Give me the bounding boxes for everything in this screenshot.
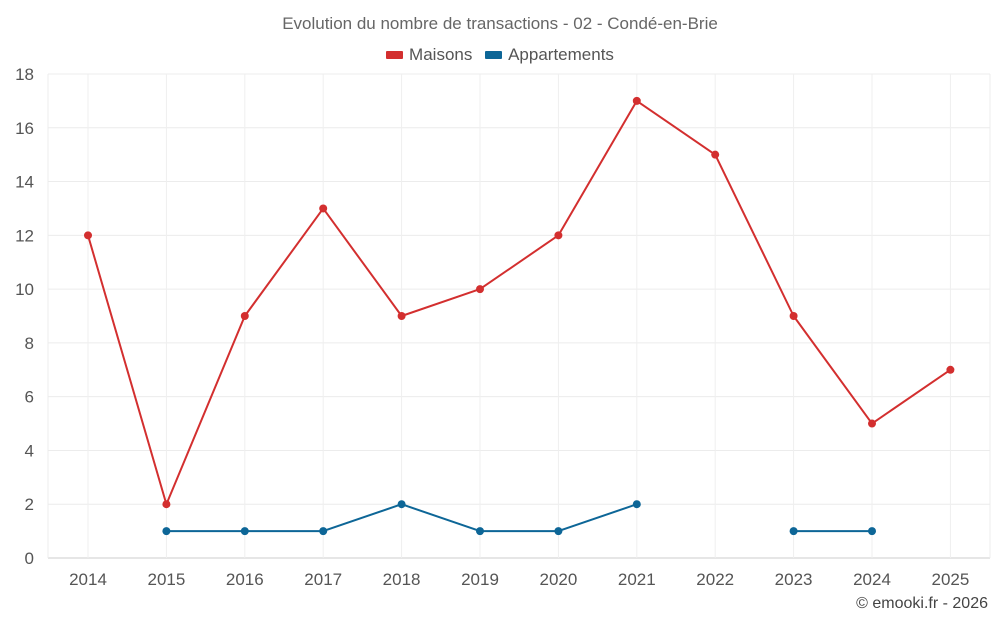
data-point-maisons-2018 [397, 312, 406, 320]
data-point-maisons-2014 [84, 231, 92, 240]
x-tick-label-2023: 2023 [775, 570, 813, 589]
data-point-appartements-2024 [868, 527, 876, 536]
legend-label-appartements: Appartements [508, 45, 614, 64]
data-point-maisons-2015 [162, 500, 171, 509]
legend-item-appartements[interactable]: Appartements [485, 45, 614, 65]
series-line-maisons-0 [87, 99, 951, 506]
data-point-appartements-2020 [554, 527, 563, 536]
y-tick-label-6: 6 [25, 388, 34, 407]
x-tick-label-2024: 2024 [853, 570, 891, 589]
data-point-maisons-2019 [476, 285, 484, 294]
data-point-appartements-2017 [319, 527, 328, 536]
x-tick-label-2021: 2021 [618, 570, 656, 589]
y-tick-label-10: 10 [15, 280, 34, 299]
axis-layer: 0 2 4 6 8 10 12 14 16 18 2014 2015 2016 2017 2018 2019 2… [15, 65, 969, 589]
x-tick-label-2016: 2016 [226, 570, 264, 589]
legend-swatch-maisons [386, 51, 404, 59]
data-point-maisons-2025 [946, 365, 955, 374]
data-point-maisons-2016 [240, 312, 249, 320]
data-point-maisons-2023 [789, 312, 798, 320]
data-point-appartements-2021 [632, 500, 641, 509]
legend-item-maisons[interactable]: Maisons [386, 45, 472, 65]
legend-swatch-appartements [485, 51, 503, 59]
grid-layer [47, 73, 991, 559]
data-point-appartements-2019 [476, 527, 484, 536]
data-point-maisons-2021 [632, 96, 641, 105]
legend: Maisons Appartements [0, 44, 1000, 65]
y-tick-label-16: 16 [15, 119, 34, 138]
legend-label-maisons: Maisons [409, 45, 473, 64]
data-point-maisons-2022 [711, 150, 720, 159]
y-tick-label-0: 0 [25, 549, 34, 568]
y-tick-label-14: 14 [15, 173, 34, 192]
x-tick-label-2018: 2018 [383, 570, 421, 589]
x-tick-label-2014: 2014 [69, 570, 107, 589]
x-tick-label-2017: 2017 [304, 570, 342, 589]
footer-credit: © emooki.fr - 2026 [856, 595, 988, 612]
data-point-maisons-2020 [554, 231, 563, 240]
x-tick-label-2025: 2025 [931, 570, 969, 589]
x-tick-label-2015: 2015 [147, 570, 185, 589]
x-tick-label-2022: 2022 [696, 570, 734, 589]
data-point-appartements-2015 [162, 527, 171, 536]
y-tick-label-2: 2 [25, 495, 34, 514]
y-tick-label-18: 18 [15, 65, 34, 84]
data-point-maisons-2017 [319, 204, 328, 213]
y-tick-label-4: 4 [25, 441, 34, 460]
data-point-maisons-2024 [868, 419, 876, 428]
data-point-appartements-2016 [240, 527, 249, 536]
x-tick-label-2019: 2019 [461, 570, 499, 589]
y-tick-label-8: 8 [25, 334, 34, 353]
y-tick-label-12: 12 [15, 226, 34, 245]
data-point-appartements-2018 [397, 500, 406, 509]
data-point-appartements-2023 [789, 527, 798, 536]
chart-title: Evolution du nombre de transactions - 02… [282, 14, 718, 33]
x-tick-label-2020: 2020 [539, 570, 577, 589]
series-layer [84, 96, 955, 536]
